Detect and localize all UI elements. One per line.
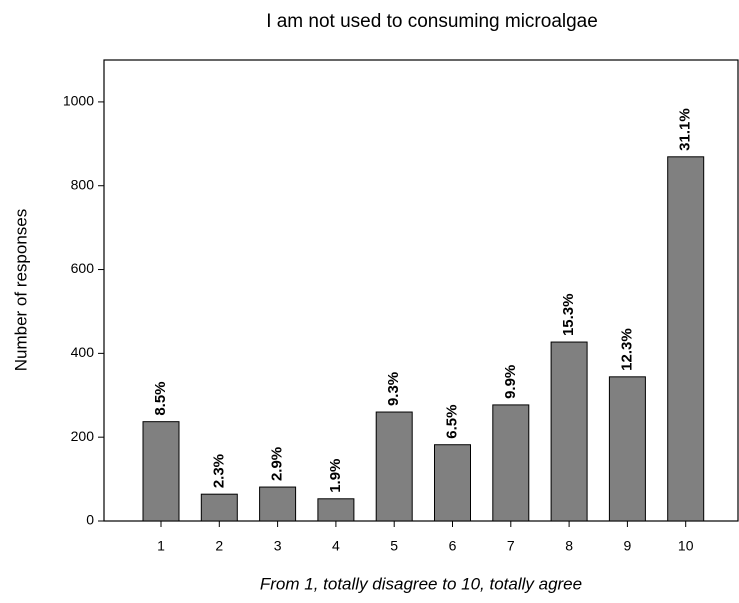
- y-tick-label: 400: [71, 344, 95, 360]
- value-label: 1.9%: [327, 459, 344, 493]
- x-tick-label: 2: [215, 538, 223, 554]
- value-label: 9.3%: [385, 372, 402, 406]
- y-tick-label: 0: [86, 512, 94, 528]
- value-label: 31.1%: [677, 108, 694, 151]
- x-tick-label: 1: [157, 538, 165, 554]
- x-tick-label: 3: [274, 538, 282, 554]
- y-axis-label: Number of responses: [11, 209, 30, 372]
- bar: [317, 498, 355, 522]
- value-label: 2.3%: [210, 454, 227, 488]
- x-tick-label: 10: [678, 538, 694, 554]
- value-label: 6.5%: [443, 405, 460, 439]
- x-tick-label: 4: [332, 538, 340, 554]
- x-tick-label: 6: [449, 538, 457, 554]
- y-tick-label: 200: [71, 428, 95, 444]
- x-axis-label: From 1, totally disagree to 10, totally …: [260, 574, 582, 593]
- value-label: 2.9%: [269, 447, 286, 481]
- x-tick-label: 7: [507, 538, 515, 554]
- bar: [492, 404, 530, 522]
- value-label: 8.5%: [152, 381, 169, 415]
- bar: [434, 444, 471, 522]
- bar: [200, 493, 238, 522]
- y-tick-label: 800: [71, 176, 95, 192]
- plot-frame: [103, 59, 739, 522]
- x-tick-label: 8: [565, 538, 573, 554]
- bar: [375, 411, 413, 522]
- value-label: 12.3%: [618, 328, 635, 371]
- y-tick-label: 1000: [63, 93, 94, 109]
- y-tick-label: 600: [71, 260, 95, 276]
- bar: [259, 486, 297, 522]
- bar: [142, 421, 180, 522]
- value-label: 9.9%: [502, 365, 519, 399]
- value-label: 15.3%: [560, 294, 577, 337]
- chart-title: I am not used to consuming microalgae: [266, 11, 598, 32]
- bar: [667, 156, 705, 522]
- bar: [608, 376, 646, 522]
- x-tick-label: 5: [390, 538, 398, 554]
- bar: [550, 341, 588, 522]
- x-tick-label: 9: [624, 538, 632, 554]
